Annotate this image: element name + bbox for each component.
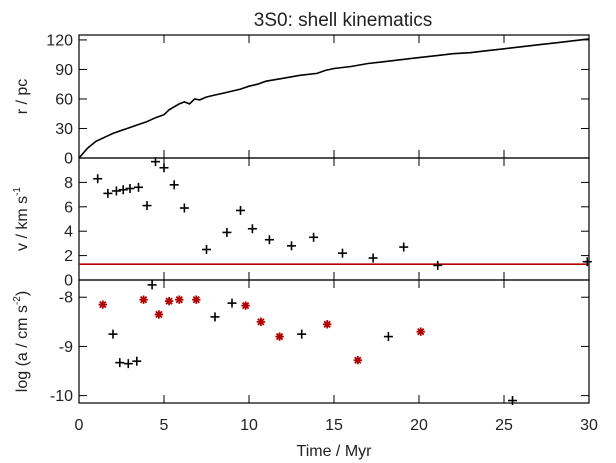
acceleration-panel: -8 -9 -10 log (a / cm s-2) xyxy=(12,279,590,406)
data-point-cross xyxy=(227,298,237,308)
x-tick-label: 20 xyxy=(410,417,428,434)
data-point-asterisk-d xyxy=(257,318,265,326)
data-point-cross xyxy=(108,329,118,339)
data-point-asterisk-d xyxy=(417,327,425,336)
data-point-asterisk-d xyxy=(241,301,250,310)
data-point-cross xyxy=(169,180,179,190)
data-point-cross xyxy=(118,185,128,195)
y-axis-title: log (a / cm s-2) xyxy=(12,291,31,392)
y-axis-title: v / km s-1 xyxy=(12,187,31,251)
data-point-asterisk-d xyxy=(275,332,284,341)
data-point-asterisk xyxy=(416,327,425,336)
data-point-cross xyxy=(179,203,189,213)
data-point-asterisk-d xyxy=(354,356,362,364)
data-point-cross xyxy=(93,174,103,184)
data-point-cross xyxy=(115,358,125,368)
data-point-asterisk xyxy=(323,320,332,329)
velocity-panel: 0 2 4 6 8 v / km s-1 xyxy=(12,157,592,290)
panel-frame xyxy=(78,279,590,404)
data-point-cross xyxy=(134,182,143,192)
x-tick-label: 5 xyxy=(160,417,169,434)
data-point-cross xyxy=(111,186,121,196)
y-tick-label: 60 xyxy=(55,91,73,108)
y-axis-title-close: ) xyxy=(14,291,31,296)
data-point-asterisk xyxy=(139,295,148,304)
data-point-asterisk-d xyxy=(175,296,183,304)
data-point-asterisk xyxy=(164,296,174,306)
data-point-asterisk xyxy=(175,295,184,304)
data-point-cross xyxy=(142,201,152,211)
data-point-cross xyxy=(287,241,296,251)
panel-frame xyxy=(78,34,590,159)
y-tick-label: -8 xyxy=(59,290,73,307)
y-axis-title-superscript: -1 xyxy=(12,187,23,196)
y-tick-label: 30 xyxy=(55,121,73,138)
data-point-cross xyxy=(236,205,245,215)
x-axis-title: Time / Myr xyxy=(297,443,373,460)
data-point-asterisk xyxy=(154,310,164,319)
data-point-cross xyxy=(159,163,169,173)
y-axis-title-superscript: -2 xyxy=(12,296,23,305)
data-point-cross xyxy=(582,257,592,267)
y-tick-label: -9 xyxy=(59,339,73,356)
data-point-asterisk-d xyxy=(155,310,163,319)
y-tick-label: 0 xyxy=(64,151,73,168)
data-point-cross xyxy=(151,157,160,167)
data-point-asterisk-d xyxy=(192,296,200,304)
data-point-asterisk xyxy=(241,301,250,310)
data-point-cross xyxy=(202,245,211,254)
data-point-cross xyxy=(132,356,142,366)
data-point-cross xyxy=(210,312,220,322)
y-tick-label: 8 xyxy=(64,175,73,192)
y-tick-label: 120 xyxy=(46,32,73,49)
data-point-cross xyxy=(309,232,319,242)
data-point-cross xyxy=(125,184,135,193)
data-point-cross xyxy=(383,332,393,342)
y-tick-label: -10 xyxy=(50,388,73,405)
x-tick-label: 15 xyxy=(325,417,343,434)
y-tick-label: 2 xyxy=(64,248,73,265)
radius-line xyxy=(78,38,590,159)
data-point-asterisk-d xyxy=(165,297,173,305)
x-tick-label: 10 xyxy=(240,417,258,434)
panel-frame xyxy=(78,157,590,281)
data-point-cross xyxy=(368,253,378,263)
radius-panel: 0 30 60 90 120 r / pc xyxy=(14,32,590,168)
y-tick-label: 0 xyxy=(64,273,73,290)
data-point-cross xyxy=(103,188,113,198)
chart-title: 3S0: shell kinematics xyxy=(254,10,432,31)
data-point-cross xyxy=(147,280,157,290)
data-point-asterisk-d xyxy=(139,296,148,304)
data-point-asterisk xyxy=(192,295,201,304)
y-tick-label: 6 xyxy=(64,199,73,216)
data-point-cross xyxy=(399,242,409,252)
y-tick-label: 4 xyxy=(64,224,73,241)
data-point-asterisk xyxy=(353,355,362,365)
data-point-cross xyxy=(222,227,232,237)
data-point-asterisk-d xyxy=(323,320,331,328)
data-point-asterisk xyxy=(98,300,107,309)
data-point-cross xyxy=(338,248,347,258)
data-point-asterisk xyxy=(256,317,266,327)
x-tick-label: 30 xyxy=(580,417,598,434)
data-point-cross xyxy=(297,329,307,339)
y-tick-label: 90 xyxy=(55,62,73,79)
x-axis: 0 5 10 15 20 25 30 xyxy=(75,417,598,434)
x-tick-label: 25 xyxy=(495,417,513,434)
y-axis-title: r / pc xyxy=(14,79,31,115)
data-point-cross xyxy=(508,396,517,406)
data-point-cross xyxy=(123,359,133,369)
x-tick-label: 0 xyxy=(75,417,84,434)
data-point-cross xyxy=(247,224,257,234)
data-point-cross xyxy=(264,235,274,245)
data-point-cross xyxy=(433,260,443,270)
data-point-asterisk-d xyxy=(99,300,107,309)
data-point-asterisk xyxy=(275,332,284,341)
